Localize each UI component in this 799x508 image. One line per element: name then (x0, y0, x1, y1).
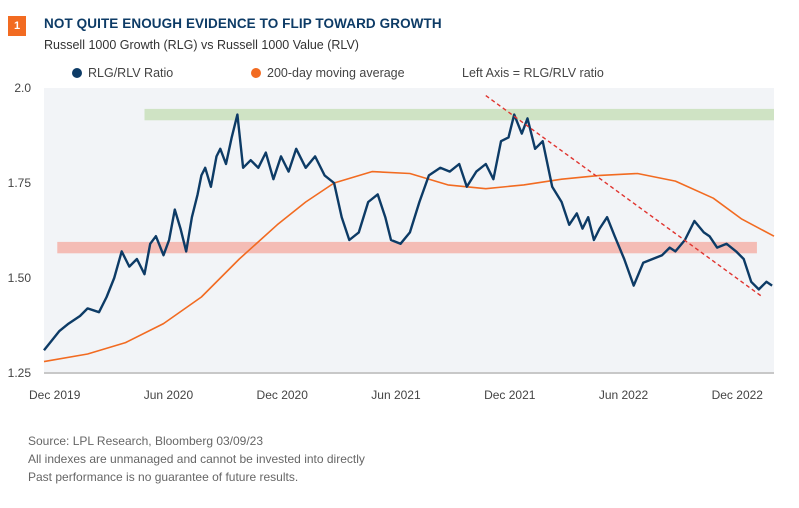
resistance-band (144, 108, 774, 121)
footer-past-performance: Past performance is no guarantee of futu… (28, 470, 299, 484)
series-line-moving-average (43, 170, 775, 363)
plot-background (44, 88, 774, 373)
x-tick-label: Jun 2021 (371, 388, 421, 402)
x-tick-label: Jun 2022 (599, 388, 649, 402)
y-tick-label: 2.0 (14, 81, 31, 95)
legend-label: 200-day moving average (267, 66, 405, 80)
axis-note: Left Axis = RLG/RLV ratio (462, 66, 604, 80)
x-tick-label: Dec 2020 (257, 388, 309, 402)
legend-item-moving-average: 200-day moving average (251, 66, 405, 80)
y-tick-label: 1.75 (8, 176, 32, 190)
x-tick-label: Dec 2022 (712, 388, 764, 402)
chart-subtitle: Russell 1000 Growth (RLG) vs Russell 100… (44, 38, 359, 52)
line-chart: 2.0 1.75 1.50 1.25 Dec 2019 Jun 2020 Dec 2020… (8, 81, 775, 402)
legend-note: Left Axis = RLG/RLV ratio (462, 66, 604, 80)
figure-number-badge: 1 (8, 16, 26, 36)
series-line-ratio (43, 113, 773, 351)
y-tick-label: 1.25 (8, 366, 32, 380)
chart-title: NOT QUITE ENOUGH EVIDENCE TO FLIP TOWARD… (44, 16, 442, 31)
x-tick-label: Dec 2021 (484, 388, 536, 402)
x-tick-label: Dec 2019 (29, 388, 81, 402)
support-band (57, 241, 757, 254)
downtrend-line (485, 95, 764, 298)
y-tick-label: 1.50 (8, 271, 32, 285)
footer-disclaimer: All indexes are unmanaged and cannot be … (28, 452, 365, 466)
x-tick-label: Jun 2020 (144, 388, 194, 402)
legend-label: RLG/RLV Ratio (88, 66, 174, 80)
circle-dot-icon (251, 68, 261, 78)
footer-source: Source: LPL Research, Bloomberg 03/09/23 (28, 434, 264, 448)
legend-item-ratio: RLG/RLV Ratio (72, 66, 173, 80)
circle-dot-icon (72, 68, 82, 78)
